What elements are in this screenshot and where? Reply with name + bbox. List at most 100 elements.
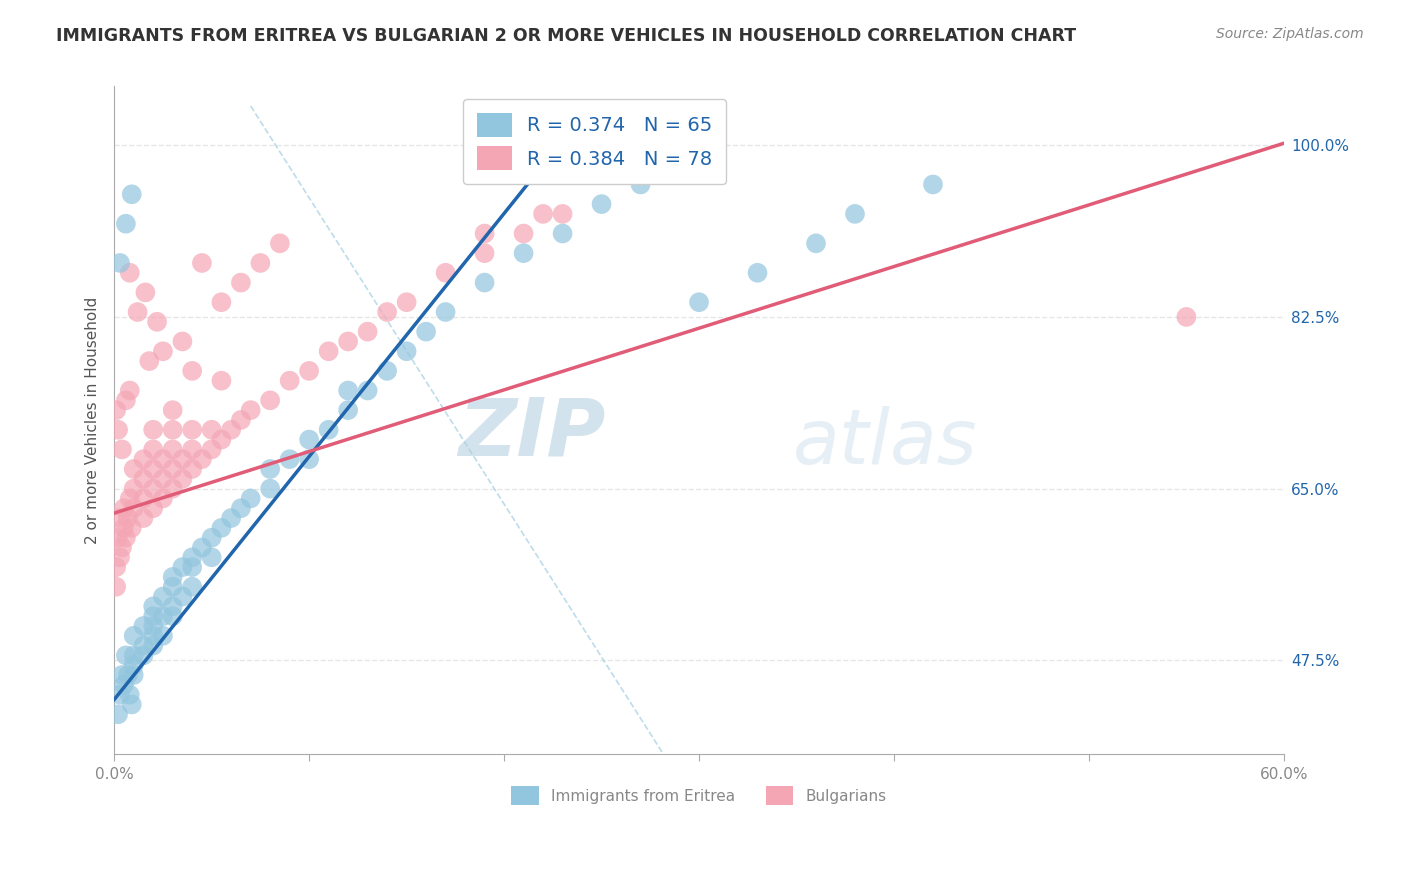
Point	[162, 580, 184, 594]
Point	[209, 433, 232, 447]
Point	[278, 452, 301, 467]
Point	[375, 305, 398, 319]
Point	[132, 619, 155, 633]
Point	[278, 374, 301, 388]
Point	[591, 197, 613, 211]
Point	[162, 423, 184, 437]
Point	[219, 511, 242, 525]
Point	[122, 462, 145, 476]
Point	[112, 521, 135, 535]
Point	[239, 403, 262, 417]
Point	[804, 236, 827, 251]
Point	[298, 452, 321, 467]
Point	[191, 452, 214, 467]
Point	[395, 344, 418, 359]
Point	[191, 541, 214, 555]
Point	[512, 246, 534, 260]
Point	[132, 648, 155, 663]
Point	[239, 491, 262, 506]
Point	[152, 344, 174, 359]
Point	[152, 629, 174, 643]
Point	[172, 472, 194, 486]
Point	[115, 531, 138, 545]
Point	[337, 403, 360, 417]
Point	[121, 698, 143, 712]
Point	[121, 187, 143, 202]
Point	[229, 413, 252, 427]
Point	[1175, 310, 1198, 324]
Point	[356, 384, 378, 398]
Point	[122, 658, 145, 673]
Point	[209, 521, 232, 535]
Point	[531, 207, 554, 221]
Point	[181, 580, 204, 594]
Point	[356, 325, 378, 339]
Point	[142, 639, 165, 653]
Point	[122, 648, 145, 663]
Point	[298, 433, 321, 447]
Point	[474, 276, 496, 290]
Point	[201, 442, 224, 457]
Point	[434, 305, 457, 319]
Point	[111, 541, 134, 555]
Point	[122, 482, 145, 496]
Point	[105, 560, 128, 574]
Point	[142, 609, 165, 624]
Point	[201, 423, 224, 437]
Point	[172, 452, 194, 467]
Text: Source: ZipAtlas.com: Source: ZipAtlas.com	[1216, 27, 1364, 41]
Point	[152, 590, 174, 604]
Point	[122, 629, 145, 643]
Point	[122, 501, 145, 516]
Point	[551, 227, 574, 241]
Point	[118, 384, 141, 398]
Point	[181, 442, 204, 457]
Point	[844, 207, 866, 221]
Point	[107, 423, 129, 437]
Point	[127, 305, 149, 319]
Point	[142, 501, 165, 516]
Point	[259, 462, 281, 476]
Point	[162, 442, 184, 457]
Point	[337, 334, 360, 349]
Point	[318, 423, 340, 437]
Point	[152, 491, 174, 506]
Point	[747, 266, 769, 280]
Point	[108, 511, 131, 525]
Point	[375, 364, 398, 378]
Point	[415, 325, 437, 339]
Point	[269, 236, 291, 251]
Point	[112, 501, 135, 516]
Point	[117, 668, 139, 682]
Legend: Immigrants from Eritrea, Bulgarians: Immigrants from Eritrea, Bulgarians	[503, 779, 894, 813]
Point	[115, 648, 138, 663]
Point	[132, 472, 155, 486]
Point	[108, 688, 131, 702]
Text: IMMIGRANTS FROM ERITREA VS BULGARIAN 2 OR MORE VEHICLES IN HOUSEHOLD CORRELATION: IMMIGRANTS FROM ERITREA VS BULGARIAN 2 O…	[56, 27, 1077, 45]
Point	[259, 482, 281, 496]
Point	[162, 599, 184, 614]
Point	[395, 295, 418, 310]
Point	[138, 354, 160, 368]
Point	[152, 452, 174, 467]
Point	[181, 423, 204, 437]
Point	[107, 531, 129, 545]
Point	[229, 276, 252, 290]
Point	[512, 227, 534, 241]
Point	[152, 472, 174, 486]
Point	[115, 393, 138, 408]
Point	[142, 423, 165, 437]
Point	[172, 590, 194, 604]
Point	[162, 570, 184, 584]
Point	[142, 619, 165, 633]
Point	[111, 668, 134, 682]
Point	[474, 227, 496, 241]
Point	[181, 550, 204, 565]
Point	[108, 256, 131, 270]
Point	[181, 560, 204, 574]
Point	[132, 491, 155, 506]
Point	[162, 462, 184, 476]
Point	[142, 599, 165, 614]
Point	[115, 217, 138, 231]
Point	[259, 393, 281, 408]
